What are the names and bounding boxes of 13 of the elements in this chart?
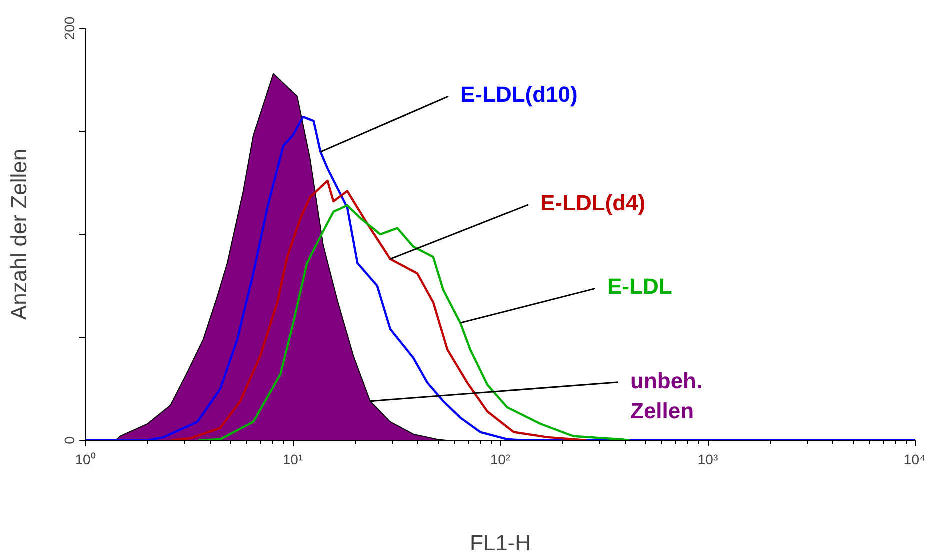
x-tick-label: 10⁴ <box>904 452 925 468</box>
text: E-LDL <box>608 274 672 300</box>
x-tick-label: 10² <box>490 452 511 468</box>
text: unbeh. Zellen <box>630 368 703 424</box>
y-axis-title: Anzahl der Zellen <box>6 148 32 320</box>
y-tick-label: 0 <box>62 436 78 444</box>
x-tick-label: 10¹ <box>282 452 304 468</box>
y-tick-label: 200 <box>62 16 78 40</box>
text: E-LDL(d4) <box>540 190 646 216</box>
text: E-LDL(d10) <box>460 82 578 108</box>
x-tick-label: 10⁰ <box>75 452 96 468</box>
x-axis-title: FL1-H <box>470 530 532 556</box>
x-tick-label: 10³ <box>698 452 718 468</box>
